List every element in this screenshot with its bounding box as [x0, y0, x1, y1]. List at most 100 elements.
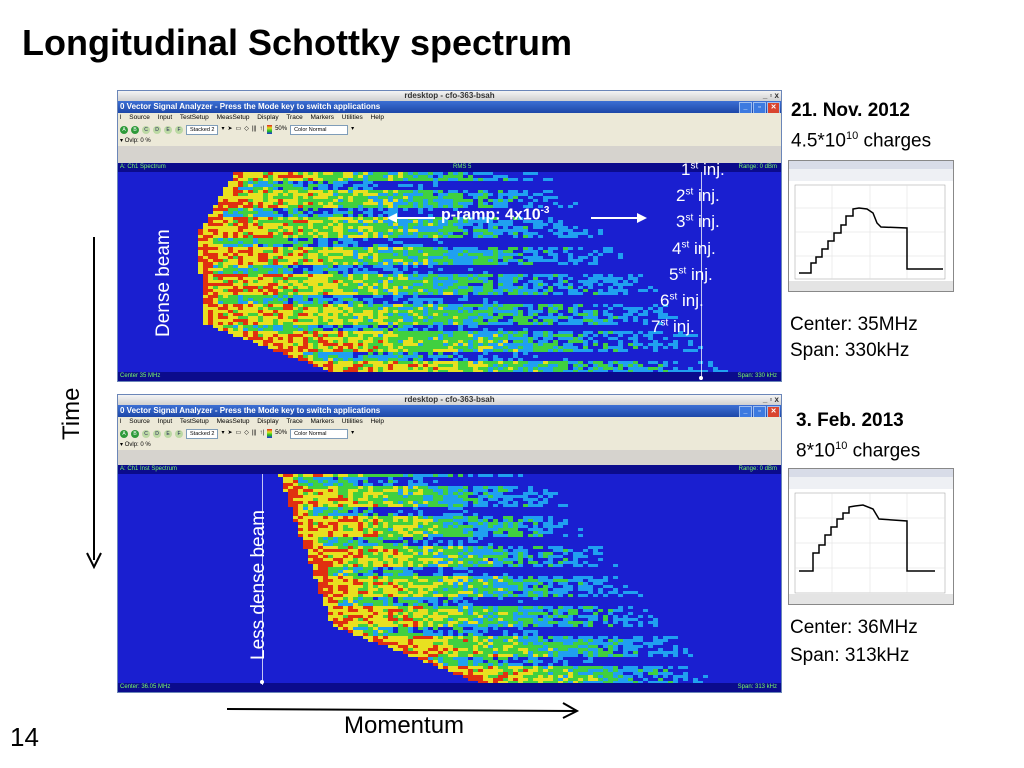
spectrogram-cell	[518, 292, 523, 295]
menu-item-testsetup[interactable]: TestSetup	[179, 114, 209, 121]
spectrogram-cell	[253, 322, 258, 325]
menu-item-display[interactable]: Display	[257, 418, 279, 425]
trace-c-button[interactable]: C	[142, 125, 150, 134]
trace-a-button[interactable]: A	[120, 429, 128, 438]
menu-item-source[interactable]: Source	[129, 114, 150, 121]
trace-a-button[interactable]: A	[120, 125, 128, 134]
spectrogram-cell	[283, 259, 288, 262]
spectrogram-cell	[453, 226, 458, 229]
spectrogram-cell	[373, 196, 378, 199]
marker-lines-icon[interactable]: |||	[251, 430, 257, 436]
trace-b-button[interactable]: B	[131, 125, 139, 134]
marker-peak-icon[interactable]: ↑|	[259, 430, 265, 436]
menu-item-meassetup[interactable]: MeasSetup	[216, 418, 250, 425]
menu-item-file[interactable]: l	[120, 114, 122, 121]
spectrogram-cell	[313, 232, 318, 235]
spectrogram-cell	[333, 534, 338, 537]
spectrogram-cell	[253, 211, 258, 214]
menu-item-help[interactable]: Help	[370, 114, 384, 121]
spectrogram-cell	[368, 304, 373, 307]
spectrogram-cell	[333, 283, 338, 286]
percent-select[interactable]: 50%	[275, 126, 288, 132]
spectrogram-bottom[interactable]	[118, 474, 781, 683]
spectrogram-cell	[238, 328, 243, 331]
menu-item-utilities[interactable]: Utilities	[341, 418, 363, 425]
spectrogram-cell	[288, 268, 293, 271]
menu-item-trace[interactable]: Trace	[286, 418, 303, 425]
spectrogram-cell	[518, 474, 523, 477]
spectrogram-cell	[433, 370, 438, 372]
marker-handle[interactable]	[699, 376, 703, 380]
spectrogram-cell	[398, 202, 403, 205]
restore-button[interactable]: ▫	[753, 102, 766, 114]
chevron-down-icon[interactable]: ▾	[351, 430, 355, 436]
layout-select[interactable]: Stacked 2	[186, 124, 219, 135]
spectrogram-cell	[338, 504, 343, 507]
marker-lines-icon[interactable]: |||	[251, 126, 257, 132]
spectrogram-cell	[388, 226, 393, 229]
menu-item-markers[interactable]: Markers	[310, 114, 334, 121]
trace-b-button[interactable]: B	[131, 429, 139, 438]
pointer-icon[interactable]: ➤	[227, 430, 233, 436]
trace-e-button[interactable]: E	[164, 125, 172, 134]
spectrogram-cell	[438, 534, 443, 537]
spectrogram-cell	[328, 334, 333, 337]
spectrogram-cell	[433, 196, 438, 199]
spectrogram-cell	[548, 304, 553, 307]
chevron-down-icon[interactable]: ▾	[221, 430, 225, 436]
spectrogram-cell	[548, 531, 553, 534]
rdesktop-window-controls[interactable]: _ ▫ x	[762, 91, 779, 100]
spectrogram-cell	[438, 235, 443, 238]
layout-select[interactable]: Stacked 2	[186, 428, 219, 439]
menu-item-source[interactable]: Source	[129, 418, 150, 425]
menu-item-help[interactable]: Help	[370, 418, 384, 425]
dropdown-arrow-icon[interactable]: ▾	[120, 442, 125, 448]
spectrogram-top[interactable]	[118, 172, 781, 372]
spectrogram-cell	[243, 271, 248, 274]
pointer-icon[interactable]: ➤	[227, 126, 233, 132]
spectrogram-cell	[503, 202, 508, 205]
color-select[interactable]: Color Normal	[290, 124, 349, 135]
spectrogram-cell	[378, 337, 383, 340]
spectrogram-cell	[218, 223, 223, 226]
color-select[interactable]: Color Normal	[290, 428, 349, 439]
menu-item-input[interactable]: Input	[157, 418, 173, 425]
menu-item-display[interactable]: Display	[257, 114, 279, 121]
zoom-box-icon[interactable]: ▭	[235, 430, 242, 436]
spectrogram-cell	[358, 546, 363, 549]
spectrogram-cell	[438, 328, 443, 331]
frequency-marker-line[interactable]	[701, 172, 702, 380]
dropdown-arrow-icon[interactable]: ▾	[120, 138, 125, 144]
menu-item-meassetup[interactable]: MeasSetup	[216, 114, 250, 121]
chevron-down-icon[interactable]: ▾	[221, 126, 225, 132]
marker-icon[interactable]: ◇	[244, 430, 249, 436]
menu-item-testsetup[interactable]: TestSetup	[179, 418, 209, 425]
menu-item-markers[interactable]: Markers	[310, 418, 334, 425]
marker-icon[interactable]: ◇	[244, 126, 249, 132]
chevron-down-icon[interactable]: ▾	[351, 126, 355, 132]
spectrogram-cell	[273, 310, 278, 313]
spectrogram-cell	[308, 507, 313, 510]
spectrogram-cell	[328, 349, 333, 352]
menu-item-utilities[interactable]: Utilities	[341, 114, 363, 121]
trace-e-button[interactable]: E	[164, 429, 172, 438]
spectrogram-cell	[263, 190, 268, 193]
spectrogram-cell	[503, 340, 508, 343]
trace-f-button[interactable]: F	[175, 125, 183, 134]
percent-select[interactable]: 50%	[275, 430, 288, 436]
menu-item-trace[interactable]: Trace	[286, 114, 303, 121]
spectrogram-cell	[538, 280, 543, 283]
spectrogram-cell	[378, 531, 383, 534]
spectrogram-cell	[633, 346, 638, 349]
menu-item-input[interactable]: Input	[157, 114, 173, 121]
minimize-button[interactable]: _	[739, 406, 752, 418]
trace-c-button[interactable]: C	[142, 429, 150, 438]
rdesktop-window-controls[interactable]: _ ▫ x	[762, 395, 779, 404]
marker-peak-icon[interactable]: ↑|	[259, 126, 265, 132]
trace-d-button[interactable]: D	[153, 125, 161, 134]
zoom-box-icon[interactable]: ▭	[235, 126, 242, 132]
spectrogram-cell	[308, 295, 313, 298]
trace-d-button[interactable]: D	[153, 429, 161, 438]
trace-f-button[interactable]: F	[175, 429, 183, 438]
menu-item-file[interactable]: l	[120, 418, 122, 425]
